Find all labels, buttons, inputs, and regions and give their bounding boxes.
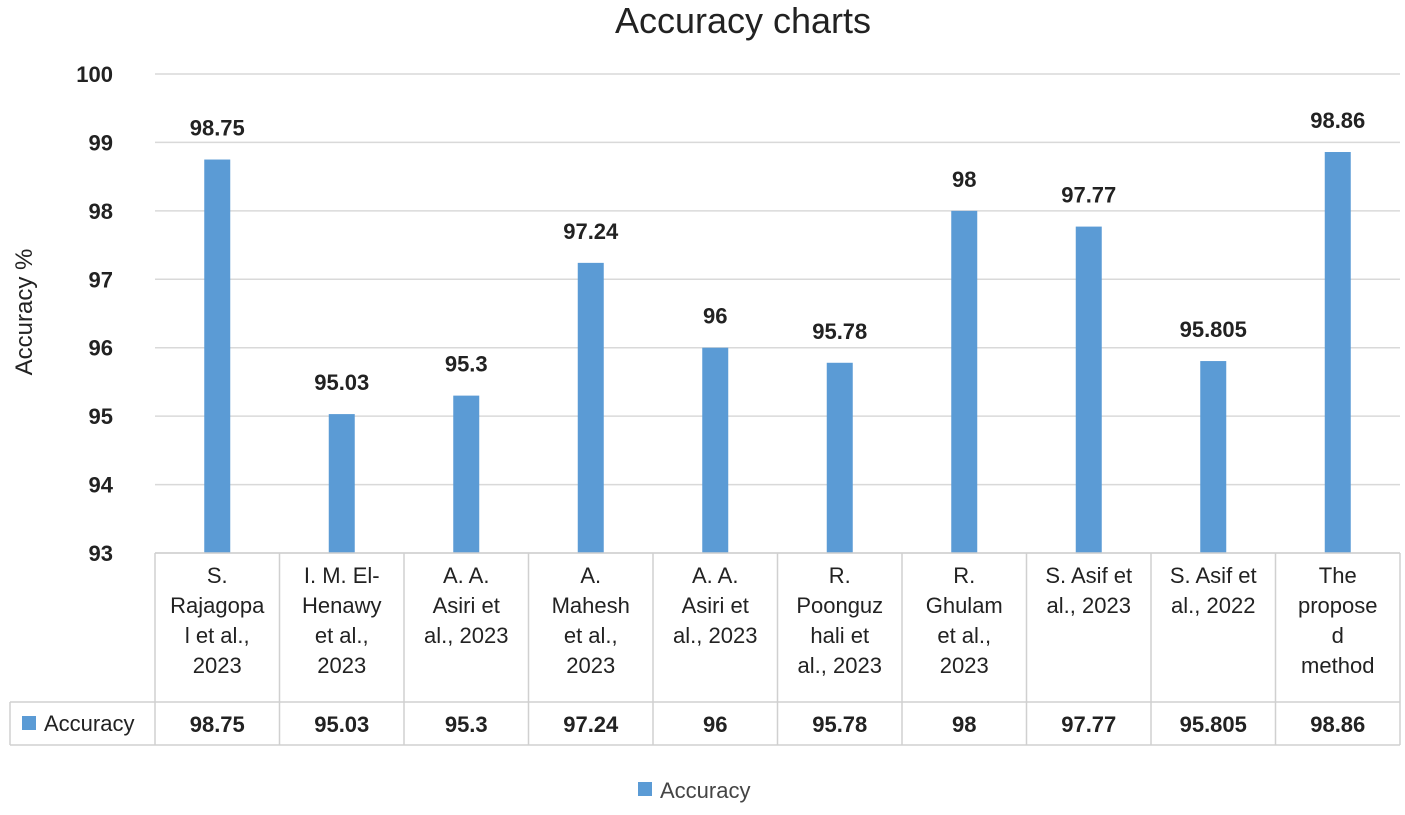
- bar: [1324, 152, 1351, 553]
- category-label: S. Asif et al., 2023: [1045, 563, 1132, 618]
- table-value: 95.805: [1180, 712, 1247, 737]
- data-label: 98.75: [190, 116, 245, 141]
- table-value: 97.77: [1061, 712, 1116, 737]
- category-label: R. Ghulam et al., 2023: [926, 563, 1003, 678]
- category-label: S. Asif et al., 2022: [1170, 563, 1257, 618]
- table-value: 98.86: [1310, 712, 1365, 737]
- bar-series: [204, 152, 1351, 554]
- data-label: 97.24: [563, 219, 619, 244]
- category-label: S. Rajagopa l et al., 2023: [170, 563, 265, 678]
- bar: [702, 347, 729, 553]
- grid-lines: [155, 73, 1400, 554]
- data-label: 97.77: [1061, 183, 1116, 208]
- category-label: A. A. Asiri et al., 2023: [673, 563, 757, 648]
- table-value: 95.03: [314, 712, 369, 737]
- y-tick-label: 100: [76, 62, 113, 87]
- table-value: 98.75: [190, 712, 245, 737]
- data-labels: 98.75 95.03 95.3 97.24 96 95.78 98 97.77 95.805 9…: [190, 108, 1366, 395]
- bar: [453, 395, 480, 553]
- data-label: 98: [952, 167, 976, 192]
- data-label: 96: [703, 304, 727, 329]
- data-label: 95.3: [445, 352, 488, 377]
- table-value: 96: [703, 712, 727, 737]
- y-tick-label: 97: [89, 267, 113, 292]
- category-label: A. Mahesh et al., 2023: [552, 563, 630, 678]
- table-series-name: Accuracy: [44, 711, 134, 736]
- data-label: 98.86: [1310, 108, 1365, 133]
- category-label: I. M. El-Henawy et al., 2023: [302, 563, 381, 678]
- data-label: 95.805: [1180, 317, 1247, 342]
- bar: [826, 362, 853, 553]
- y-tick-label: 93: [89, 541, 113, 566]
- bar: [1075, 226, 1102, 554]
- y-tick-label: 98: [89, 199, 113, 224]
- bar: [204, 159, 231, 554]
- bar: [1200, 361, 1227, 553]
- legend: Accuracy: [638, 778, 750, 803]
- table-value: 97.24: [563, 712, 619, 737]
- data-label: 95.03: [314, 370, 369, 395]
- table-legend-swatch: [22, 716, 36, 730]
- table-value: 95.3: [445, 712, 488, 737]
- category-label: The propose d method: [1298, 563, 1378, 678]
- y-tick-label: 95: [89, 404, 113, 429]
- bar: [577, 262, 604, 553]
- data-label: 95.78: [812, 319, 867, 344]
- table-value: 98: [952, 712, 976, 737]
- y-tick-label: 94: [89, 473, 114, 498]
- chart-title: Accuracy charts: [615, 0, 871, 41]
- category-label: R. Poonguz hali et al., 2023: [796, 563, 883, 678]
- bar: [328, 414, 355, 553]
- legend-label: Accuracy: [660, 778, 750, 803]
- data-table: S. Rajagopa l et al., 2023 98.75 I. M. El-Hen…: [9, 552, 1401, 746]
- table-value: 95.78: [812, 712, 867, 737]
- category-label: A. A. Asiri et al., 2023: [424, 563, 508, 648]
- y-tick-label: 99: [89, 130, 113, 155]
- legend-swatch: [638, 782, 652, 796]
- y-axis-label: Accuracy %: [11, 249, 38, 376]
- y-tick-label: 96: [89, 336, 113, 361]
- y-axis-ticks: 93 94 95 96 97 98 99 100: [76, 62, 113, 566]
- bar: [951, 210, 978, 553]
